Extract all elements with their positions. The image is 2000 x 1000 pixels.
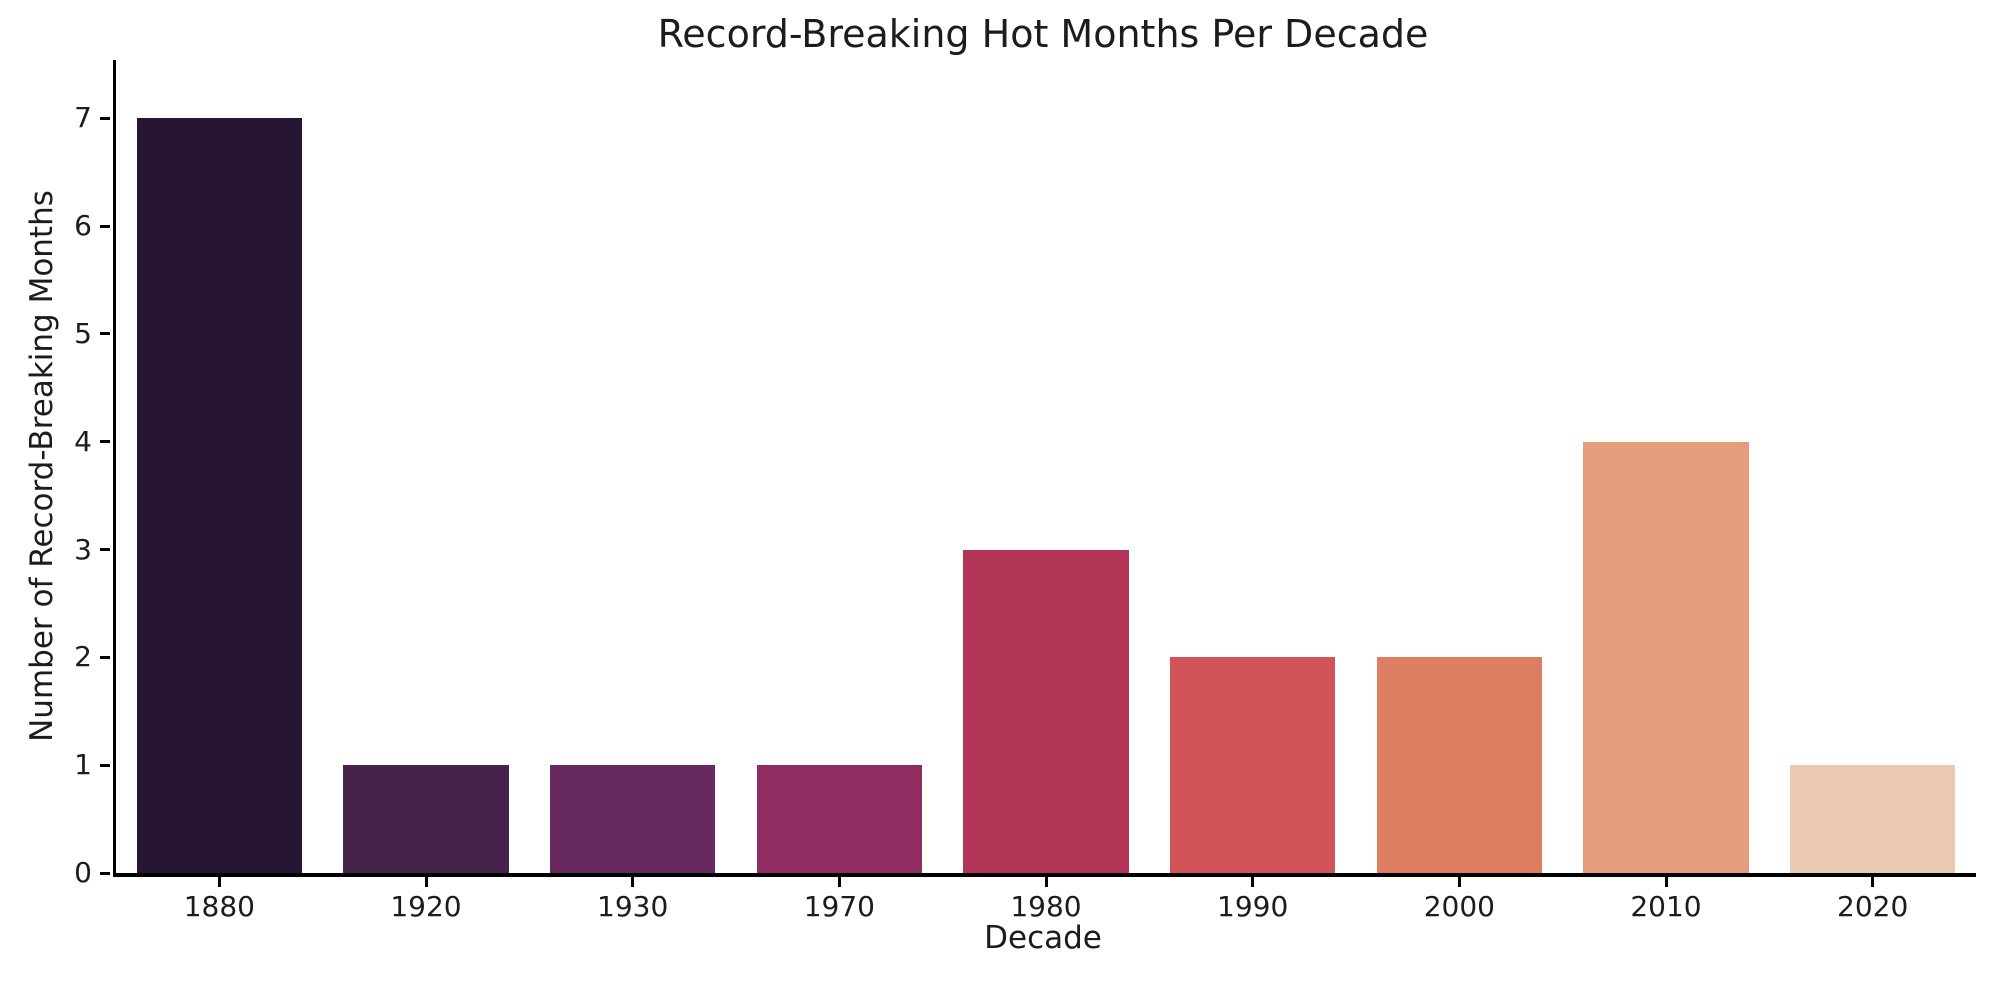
x-tick-label: 2000 xyxy=(1423,890,1495,923)
x-tick xyxy=(1664,877,1668,887)
bar-1880 xyxy=(136,118,302,873)
bar-1980 xyxy=(963,549,1129,873)
bar-1930 xyxy=(550,765,716,873)
y-tick xyxy=(100,763,110,767)
bar-2000 xyxy=(1376,657,1542,873)
y-tick xyxy=(100,224,110,228)
x-tick-label: 1980 xyxy=(1010,890,1082,923)
x-tick xyxy=(1871,877,1875,887)
y-tick-label: 1 xyxy=(74,748,92,782)
x-tick-label: 1970 xyxy=(803,890,875,923)
y-tick xyxy=(100,440,110,444)
bar-1990 xyxy=(1170,657,1336,873)
bar-1920 xyxy=(343,765,509,873)
y-tick xyxy=(100,871,110,875)
x-tick xyxy=(837,877,841,887)
x-tick-label: 2010 xyxy=(1630,890,1702,923)
y-tick-label: 3 xyxy=(74,532,92,566)
bar-2010 xyxy=(1583,441,1749,873)
plot-area: 0 1 2 3 4 5 6 7 1880 1920 1930 1970 1980 1990 2000 201… xyxy=(74,60,1976,923)
x-tick xyxy=(1457,877,1461,887)
x-tick xyxy=(217,877,221,887)
x-tick-label: 1880 xyxy=(183,890,255,923)
x-tick-label: 2020 xyxy=(1837,890,1909,923)
x-tick xyxy=(1044,877,1048,887)
x-tick xyxy=(424,877,428,887)
y-tick-label: 2 xyxy=(74,640,92,674)
y-tick-label: 4 xyxy=(74,424,92,458)
chart-title: Record-Breaking Hot Months Per Decade xyxy=(657,12,1429,56)
x-tick-label: 1920 xyxy=(390,890,462,923)
y-tick-label: 6 xyxy=(74,209,92,243)
y-tick xyxy=(100,655,110,659)
y-tick-label: 7 xyxy=(74,101,92,135)
bar-1970 xyxy=(756,765,922,873)
x-tick-label: 1930 xyxy=(597,890,669,923)
x-tick-label: 1990 xyxy=(1217,890,1289,923)
bar-2020 xyxy=(1790,765,1956,873)
y-tick-label: 0 xyxy=(74,856,92,889)
y-tick-label: 5 xyxy=(74,316,92,350)
x-tick xyxy=(1251,877,1255,887)
x-axis-label: Decade xyxy=(984,920,1102,956)
y-tick xyxy=(100,332,110,336)
y-tick xyxy=(100,548,110,552)
x-tick xyxy=(631,877,635,887)
y-tick xyxy=(100,116,110,120)
